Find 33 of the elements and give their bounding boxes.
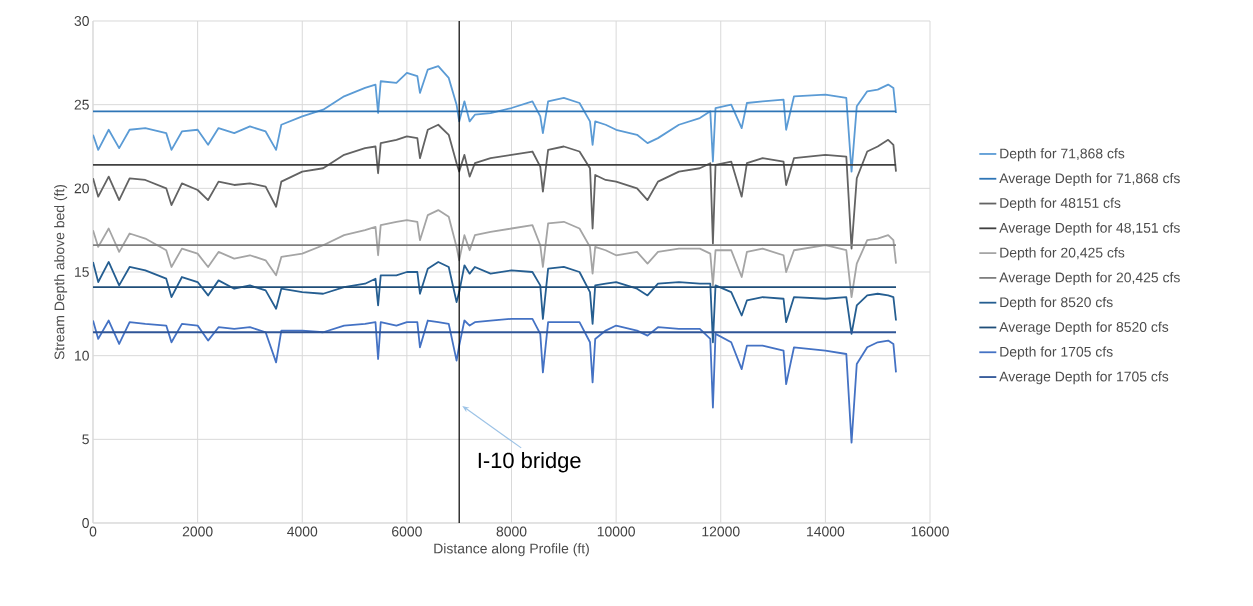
x-tick-label: 16000	[911, 526, 949, 537]
x-tick-label: 14000	[807, 526, 845, 537]
legend-label: Average Depth for 48,151 cfs	[999, 222, 1180, 236]
legend-label: Depth for 48151 cfs	[1000, 197, 1121, 211]
x-tick-label: 8000	[496, 526, 527, 537]
x-tick-label: 4000	[287, 526, 318, 537]
line-series	[93, 123, 897, 250]
legend-label: Average Depth for 1705 cfs	[999, 371, 1169, 385]
y-tick-label: 15	[75, 267, 89, 277]
y-axis-title: Stream Depth above bed (ft)	[54, 184, 68, 360]
x-tick-label: 2000	[182, 526, 213, 537]
legend-label: Average Depth for 20,425 cfs	[999, 272, 1180, 286]
legend-label: Depth for 71,868 cfs	[1000, 148, 1125, 162]
x-tick-label: 6000	[392, 526, 422, 537]
line-series	[93, 261, 897, 344]
y-tick-label: 0	[82, 518, 89, 528]
y-tick-label: 20	[74, 183, 89, 194]
y-tick-label: 30	[74, 16, 89, 26]
line-series	[93, 65, 897, 173]
x-axis-title: Distance along Profile (ft)	[434, 543, 589, 557]
y-tick-label: 25	[74, 99, 89, 110]
x-tick-label: 10000	[597, 526, 635, 537]
legend-label: Average Depth for 71,868 cfs	[999, 172, 1180, 186]
y-tick-label: 5	[82, 434, 89, 445]
y-tick-label: 10	[75, 350, 89, 361]
legend-label: Depth for 8520 cfs	[1000, 296, 1113, 310]
legend-label: Depth for 1705 cfs	[1000, 346, 1113, 360]
line-series	[93, 209, 897, 298]
legend-label: Depth for 20,425 cfs	[1000, 247, 1125, 261]
annotation: I-10 bridge	[478, 452, 581, 473]
legend-label: Average Depth for 8520 cfs	[999, 321, 1169, 335]
x-tick-label: 0	[89, 526, 97, 537]
x-tick-label: 12000	[702, 526, 740, 537]
